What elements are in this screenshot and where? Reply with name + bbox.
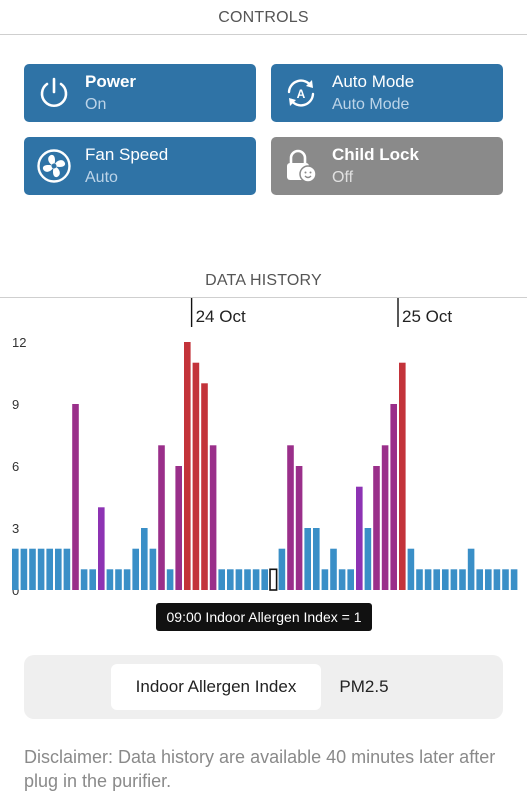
data-history-title: DATA HISTORY xyxy=(205,272,322,289)
tab-indoor-allergen-index[interactable]: Indoor Allergen Index xyxy=(111,664,321,710)
chart-bar[interactable] xyxy=(476,569,483,590)
chart-bar[interactable] xyxy=(493,569,501,590)
chart-bar[interactable] xyxy=(115,569,122,590)
chart-bar[interactable] xyxy=(390,404,397,590)
allergen-history-chart[interactable]: 0 3 6 9 12 24 Oct 25 Oct xyxy=(0,298,527,638)
chart-bar[interactable] xyxy=(235,569,243,590)
svg-text:A: A xyxy=(297,87,306,101)
power-icon xyxy=(40,77,68,107)
chart-bar[interactable] xyxy=(158,445,165,590)
power-state: On xyxy=(85,96,107,113)
chart-bar[interactable] xyxy=(141,528,148,590)
chart-bar[interactable] xyxy=(442,569,449,590)
chart-bar[interactable] xyxy=(338,569,346,590)
chart-bar[interactable] xyxy=(381,445,389,590)
chart-bar[interactable] xyxy=(20,548,28,590)
chart-bar[interactable] xyxy=(244,569,251,590)
chart-bar-selected[interactable] xyxy=(269,568,278,591)
chart-bar[interactable] xyxy=(46,548,53,590)
chart-bar[interactable] xyxy=(313,528,320,590)
chart-bar[interactable] xyxy=(55,548,62,590)
chart-bar[interactable] xyxy=(373,466,380,590)
chart-bar[interactable] xyxy=(89,569,96,590)
chart-bar[interactable] xyxy=(287,445,294,590)
y-tick-label: 12 xyxy=(12,335,26,350)
chart-bar[interactable] xyxy=(106,569,114,590)
chart-bar[interactable] xyxy=(347,569,354,590)
child-lock-state: Off xyxy=(332,169,354,186)
date-marker-label: 25 Oct xyxy=(402,307,452,326)
auto-mode-tile[interactable]: A Auto Mode Auto Mode xyxy=(271,64,503,122)
chart-bar[interactable] xyxy=(37,548,45,590)
controls-title: CONTROLS xyxy=(218,9,309,26)
chart-bar[interactable] xyxy=(407,548,415,590)
chart-bar[interactable] xyxy=(467,548,475,590)
child-lock-label: Child Lock xyxy=(332,145,419,164)
history-divider xyxy=(0,297,527,298)
chart-bar[interactable] xyxy=(330,548,337,590)
chart-bar[interactable] xyxy=(123,569,131,590)
chart-bar[interactable] xyxy=(149,548,157,590)
fan-speed-tile[interactable]: Fan Speed Auto xyxy=(24,137,256,195)
chart-bar[interactable] xyxy=(80,569,88,590)
y-tick-label: 0 xyxy=(12,583,19,598)
fan-speed-label: Fan Speed xyxy=(85,145,169,164)
chart-bar[interactable] xyxy=(29,548,36,590)
fan-speed-state: Auto xyxy=(85,169,118,186)
y-tick-label: 6 xyxy=(12,459,19,474)
child-lock-tile[interactable]: Child Lock Off xyxy=(271,137,503,195)
chart-bar[interactable] xyxy=(175,466,182,590)
chart-bar[interactable] xyxy=(132,548,139,590)
chart-bar[interactable] xyxy=(98,507,105,590)
chart-bar[interactable] xyxy=(72,404,79,590)
chart-bar[interactable] xyxy=(184,342,191,590)
y-tick-label: 3 xyxy=(12,521,19,536)
y-tick-label: 9 xyxy=(12,397,19,412)
chart-bar[interactable] xyxy=(12,548,19,590)
disclaimer-text: Disclaimer: Data history are available 4… xyxy=(24,747,496,791)
chart-bar[interactable] xyxy=(209,445,217,590)
power-label: Power xyxy=(85,72,137,91)
date-marker-label: 24 Oct xyxy=(196,307,246,326)
chart-bar[interactable] xyxy=(510,569,518,590)
chart-bar[interactable] xyxy=(424,569,432,590)
chart-bar[interactable] xyxy=(261,569,268,590)
auto-mode-state: Auto Mode xyxy=(332,96,410,113)
child-lock-icon xyxy=(287,149,317,183)
chart-bar[interactable] xyxy=(450,569,458,590)
chart-bar[interactable] xyxy=(218,569,225,590)
chart-bar[interactable] xyxy=(192,362,200,590)
tab-pm25[interactable]: PM2.5 xyxy=(339,677,389,696)
chart-bar[interactable] xyxy=(166,569,174,590)
chart-bar[interactable] xyxy=(252,569,260,590)
metric-selector: Indoor Allergen Index PM2.5 xyxy=(24,655,503,719)
chart-bar[interactable] xyxy=(433,569,440,590)
chart-bar[interactable] xyxy=(356,486,363,590)
chart-bar[interactable] xyxy=(485,569,492,590)
chart-tooltip: 09:00 Indoor Allergen Index = 1 xyxy=(156,603,372,631)
chart-bar[interactable] xyxy=(321,569,329,590)
auto-mode-icon: A xyxy=(287,79,315,107)
power-tile[interactable]: Power On xyxy=(24,64,256,122)
chart-bar[interactable] xyxy=(502,569,509,590)
chart-bar[interactable] xyxy=(416,569,423,590)
chart-bar[interactable] xyxy=(278,548,286,590)
controls-divider xyxy=(0,34,527,35)
chart-bar[interactable] xyxy=(364,528,372,590)
chart-bar[interactable] xyxy=(201,383,208,590)
auto-mode-label: Auto Mode xyxy=(332,72,415,91)
chart-bar[interactable] xyxy=(399,362,406,590)
chart-bar[interactable] xyxy=(459,569,466,590)
fan-icon xyxy=(37,149,71,183)
chart-bar[interactable] xyxy=(304,528,311,590)
chart-bar[interactable] xyxy=(63,548,71,590)
chart-bar[interactable] xyxy=(295,466,303,590)
chart-bar[interactable] xyxy=(227,569,234,590)
